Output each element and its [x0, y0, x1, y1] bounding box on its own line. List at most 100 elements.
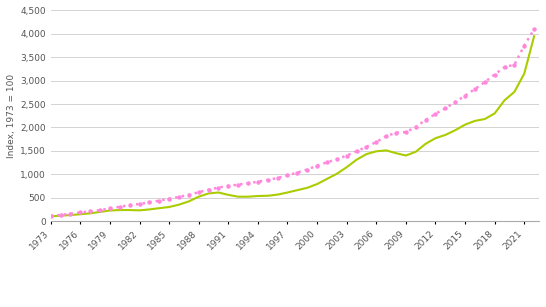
- House Prices: [521, 72, 527, 76]
- House Prices: [501, 99, 508, 102]
- Nominal GDP: [511, 63, 518, 67]
- House Prices: [343, 165, 350, 169]
- House Prices: [452, 128, 459, 132]
- House Prices: [77, 212, 84, 216]
- House Prices: [87, 212, 93, 215]
- Nominal GDP: [136, 202, 143, 206]
- House Prices: [205, 192, 212, 195]
- House Prices: [324, 177, 330, 181]
- Nominal GDP: [67, 212, 74, 216]
- House Prices: [491, 111, 498, 115]
- Nominal GDP: [363, 145, 370, 149]
- House Prices: [245, 195, 251, 199]
- Nominal GDP: [314, 164, 321, 167]
- Nominal GDP: [412, 125, 419, 129]
- Nominal GDP: [422, 118, 429, 122]
- House Prices: [304, 186, 311, 190]
- Nominal GDP: [334, 157, 340, 161]
- House Prices: [353, 158, 360, 161]
- Nominal GDP: [521, 44, 527, 47]
- Nominal GDP: [235, 183, 241, 186]
- House Prices: [116, 208, 123, 212]
- House Prices: [67, 213, 74, 217]
- Line: Nominal GDP: Nominal GDP: [49, 28, 536, 217]
- House Prices: [166, 205, 173, 209]
- House Prices: [156, 206, 163, 210]
- Y-axis label: Index, 1973 = 100: Index, 1973 = 100: [7, 74, 16, 158]
- Nominal GDP: [462, 94, 468, 97]
- Nominal GDP: [186, 193, 192, 196]
- Nominal GDP: [264, 178, 271, 182]
- House Prices: [373, 150, 379, 153]
- House Prices: [442, 133, 449, 137]
- House Prices: [254, 194, 261, 198]
- House Prices: [195, 195, 202, 199]
- Nominal GDP: [77, 211, 84, 214]
- Nominal GDP: [353, 150, 360, 153]
- House Prices: [482, 117, 488, 121]
- House Prices: [264, 194, 271, 198]
- Nominal GDP: [343, 154, 350, 157]
- Nominal GDP: [225, 184, 232, 188]
- House Prices: [186, 200, 192, 203]
- House Prices: [225, 193, 232, 197]
- Nominal GDP: [156, 199, 163, 203]
- Nominal GDP: [195, 190, 202, 194]
- House Prices: [383, 149, 389, 152]
- House Prices: [57, 214, 64, 217]
- Nominal GDP: [176, 195, 182, 199]
- Nominal GDP: [116, 205, 123, 209]
- Nominal GDP: [402, 130, 409, 134]
- Nominal GDP: [57, 213, 64, 217]
- Nominal GDP: [482, 80, 488, 84]
- House Prices: [432, 136, 439, 140]
- House Prices: [136, 208, 143, 212]
- House Prices: [462, 123, 468, 126]
- House Prices: [48, 215, 54, 218]
- Nominal GDP: [442, 107, 449, 110]
- Nominal GDP: [531, 27, 537, 31]
- Nominal GDP: [324, 161, 330, 164]
- Nominal GDP: [383, 134, 389, 138]
- Nominal GDP: [166, 197, 173, 201]
- House Prices: [422, 142, 429, 146]
- Nominal GDP: [126, 203, 133, 207]
- Nominal GDP: [472, 87, 478, 91]
- Nominal GDP: [87, 210, 93, 213]
- Nominal GDP: [215, 186, 222, 189]
- Nominal GDP: [304, 168, 311, 171]
- Nominal GDP: [106, 207, 113, 210]
- House Prices: [274, 193, 281, 196]
- Nominal GDP: [393, 131, 399, 134]
- Nominal GDP: [245, 181, 251, 185]
- Nominal GDP: [97, 208, 103, 212]
- Nominal GDP: [254, 180, 261, 184]
- Nominal GDP: [452, 100, 459, 104]
- House Prices: [146, 208, 153, 211]
- Nominal GDP: [146, 200, 153, 204]
- House Prices: [334, 172, 340, 176]
- House Prices: [531, 34, 537, 38]
- House Prices: [176, 203, 182, 207]
- House Prices: [412, 150, 419, 154]
- House Prices: [235, 195, 241, 199]
- Line: House Prices: House Prices: [51, 36, 534, 216]
- House Prices: [126, 208, 133, 212]
- House Prices: [294, 188, 301, 192]
- House Prices: [472, 119, 478, 123]
- House Prices: [363, 152, 370, 156]
- House Prices: [215, 191, 222, 194]
- Nominal GDP: [48, 214, 54, 218]
- Nominal GDP: [373, 140, 379, 144]
- House Prices: [402, 154, 409, 157]
- House Prices: [314, 182, 321, 186]
- Nominal GDP: [491, 73, 498, 76]
- Nominal GDP: [284, 173, 291, 177]
- House Prices: [106, 209, 113, 212]
- Nominal GDP: [501, 65, 508, 69]
- House Prices: [511, 90, 518, 94]
- Nominal GDP: [294, 171, 301, 174]
- House Prices: [284, 191, 291, 194]
- Nominal GDP: [432, 112, 439, 116]
- Nominal GDP: [205, 188, 212, 192]
